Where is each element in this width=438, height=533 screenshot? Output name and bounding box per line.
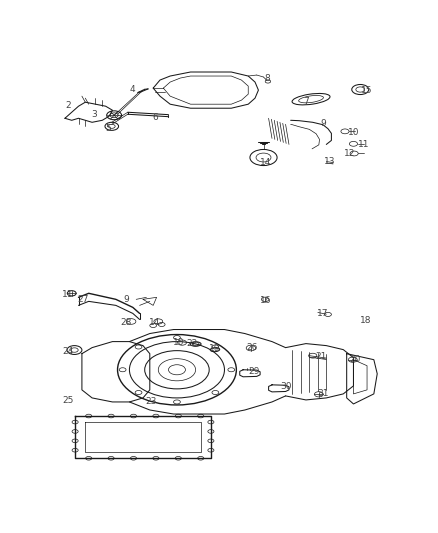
- Text: 31: 31: [317, 390, 328, 398]
- Text: 10: 10: [173, 338, 184, 347]
- Text: 7: 7: [303, 96, 309, 106]
- Text: 29: 29: [249, 367, 260, 376]
- Text: 24: 24: [63, 346, 74, 356]
- Text: 21: 21: [315, 352, 327, 361]
- Text: 9: 9: [320, 119, 326, 128]
- Text: 5: 5: [106, 124, 111, 133]
- Text: 4: 4: [130, 85, 136, 94]
- Text: 12: 12: [344, 149, 356, 158]
- Text: 16: 16: [259, 296, 271, 305]
- Text: 10: 10: [348, 128, 359, 137]
- Text: 25: 25: [63, 397, 74, 406]
- Text: 23: 23: [146, 398, 157, 407]
- Text: 19: 19: [208, 344, 220, 353]
- Text: 14: 14: [260, 158, 271, 167]
- Text: 3: 3: [91, 110, 97, 119]
- Text: 18: 18: [360, 316, 371, 325]
- Text: 27: 27: [77, 295, 88, 304]
- Text: 28: 28: [120, 318, 132, 327]
- Text: 8: 8: [264, 74, 270, 83]
- Text: 13: 13: [324, 157, 336, 166]
- Text: 22: 22: [187, 339, 198, 348]
- Text: 30: 30: [280, 382, 292, 391]
- Text: 14: 14: [149, 318, 161, 327]
- Text: 20: 20: [350, 355, 361, 364]
- Text: 11: 11: [62, 290, 74, 299]
- Text: 11: 11: [358, 140, 369, 149]
- Text: 9: 9: [123, 295, 129, 304]
- Text: 6: 6: [152, 113, 158, 122]
- Text: 15: 15: [361, 86, 373, 95]
- Text: 17: 17: [317, 309, 328, 318]
- Text: 2: 2: [66, 101, 71, 110]
- Text: 26: 26: [246, 343, 257, 352]
